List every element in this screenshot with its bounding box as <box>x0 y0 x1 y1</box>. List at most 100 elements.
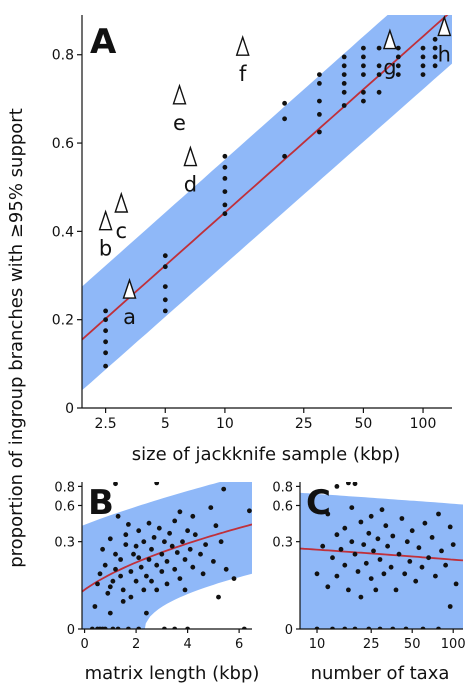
y-tick-label: 0 <box>67 623 75 638</box>
data-point <box>338 546 344 552</box>
data-point <box>361 54 366 60</box>
data-point <box>103 317 108 323</box>
data-point <box>361 45 366 51</box>
data-point <box>151 535 157 540</box>
data-point <box>133 543 139 549</box>
data-point <box>376 89 382 95</box>
data-point <box>180 539 185 545</box>
data-point <box>208 505 214 510</box>
data-point <box>396 551 402 557</box>
data-point <box>169 543 175 549</box>
data-point <box>361 542 367 547</box>
panel-letter: C <box>306 483 331 523</box>
x-tick-label: 25 <box>363 637 380 652</box>
data-point <box>349 505 355 510</box>
data-point <box>420 63 426 69</box>
data-point <box>115 513 121 519</box>
data-point <box>325 511 331 517</box>
x-axis-label: number of taxa <box>311 663 450 684</box>
data-point <box>447 604 453 609</box>
data-point <box>432 54 438 60</box>
data-point <box>154 562 160 568</box>
data-point <box>125 522 131 527</box>
data-point <box>314 571 320 577</box>
data-point <box>123 532 129 538</box>
data-point <box>141 587 147 593</box>
data-point <box>361 98 366 104</box>
y-tick-label: 0.8 <box>272 480 293 495</box>
data-point <box>190 564 196 570</box>
data-point <box>385 543 390 549</box>
data-point <box>113 482 118 487</box>
data-point <box>395 54 401 60</box>
data-point <box>342 525 348 531</box>
data-point <box>317 98 322 104</box>
data-point <box>420 72 426 77</box>
annotation-label-c: c <box>116 219 128 243</box>
x-tick-label: 10 <box>216 416 234 432</box>
data-point <box>320 543 326 549</box>
data-point <box>222 153 228 159</box>
data-point <box>390 533 396 539</box>
confidence-band <box>82 15 452 391</box>
triangle-marker <box>183 145 198 167</box>
data-point <box>192 532 198 538</box>
data-point <box>373 587 379 593</box>
panel-c: 10 25 50 100 0 0.3 0.6 0.8 number of taxa C <box>272 480 465 684</box>
data-point <box>388 564 394 570</box>
data-point <box>136 528 142 534</box>
x-tick-label: 100 <box>410 416 437 432</box>
data-point <box>330 555 335 561</box>
annotation-label-h: h <box>438 42 451 66</box>
data-point <box>346 587 351 593</box>
data-point <box>141 539 147 545</box>
triangle-marker <box>98 209 113 231</box>
data-point <box>432 63 438 69</box>
data-point <box>366 530 372 536</box>
data-point <box>361 63 366 69</box>
data-point <box>231 576 237 581</box>
data-point <box>128 569 134 574</box>
x-tick-label: 6 <box>235 637 243 652</box>
data-point <box>420 45 426 51</box>
x-axis-label: matrix length (kbp) <box>85 663 260 684</box>
data-point <box>419 564 425 570</box>
data-point <box>371 548 376 554</box>
data-point <box>218 539 224 545</box>
data-point <box>198 551 203 557</box>
data-point <box>131 551 136 557</box>
data-point <box>361 89 366 95</box>
data-point <box>136 555 142 561</box>
annotation-label-f: f <box>239 62 247 86</box>
data-point <box>282 153 287 159</box>
data-point <box>317 129 322 135</box>
data-point <box>317 72 322 77</box>
data-point <box>416 545 422 551</box>
data-point <box>376 45 382 51</box>
data-point <box>377 557 383 562</box>
data-point <box>144 610 149 616</box>
data-point <box>379 507 385 513</box>
data-point <box>133 578 139 584</box>
data-point <box>341 54 347 60</box>
data-point <box>187 546 193 552</box>
data-point <box>159 551 165 557</box>
x-tick-label: 10 <box>309 637 326 652</box>
data-point <box>346 482 351 486</box>
data-point <box>453 581 459 587</box>
data-point <box>118 557 123 562</box>
data-point <box>375 536 381 542</box>
data-point <box>432 45 438 51</box>
y-tick-label: 0 <box>285 623 293 638</box>
data-point <box>376 72 382 77</box>
data-point <box>222 176 228 181</box>
data-point <box>402 571 408 577</box>
data-point <box>92 604 98 609</box>
regression-line <box>300 547 463 562</box>
annotation-label-g: g <box>383 56 396 80</box>
panel-letter: A <box>90 22 117 62</box>
data-point <box>113 566 118 572</box>
triangle-marker <box>235 34 250 56</box>
data-point <box>381 571 387 577</box>
